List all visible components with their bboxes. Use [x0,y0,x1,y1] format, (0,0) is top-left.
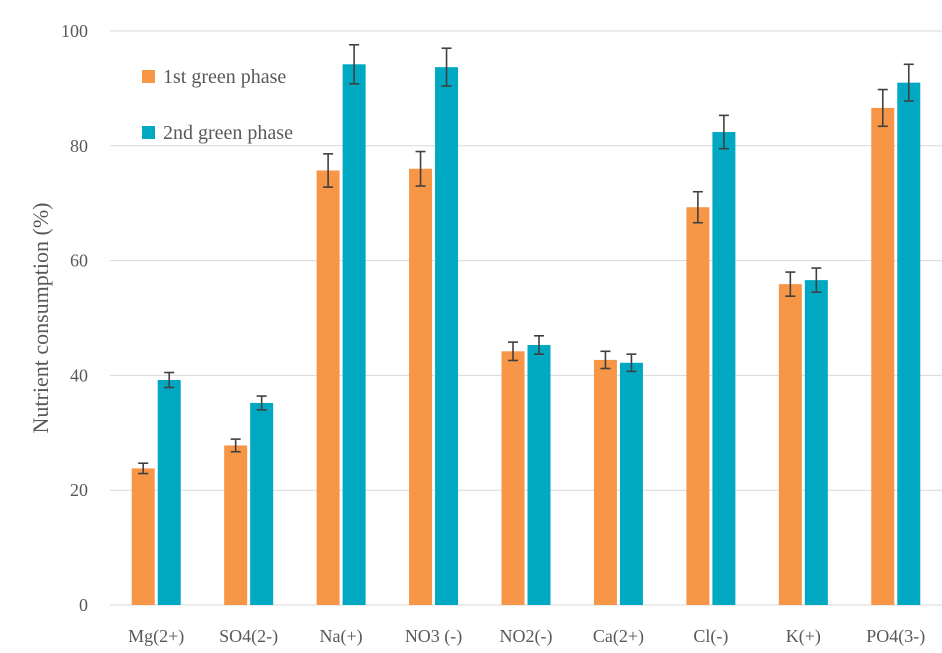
legend-swatch [142,70,155,83]
bar-second-phase-8 [897,82,921,605]
error-bar-1-6 [718,114,729,150]
error-bar-0-3 [415,150,426,187]
x-tick-label: Cl(-) [693,626,728,647]
bar-second-phase-0 [157,379,181,605]
bar-second-phase-6 [712,132,736,606]
bar-second-phase-3 [435,67,459,606]
bars [131,64,921,606]
x-tick-label: K(+) [786,626,821,647]
error-bars [138,43,914,475]
error-bar-0-0 [138,462,149,475]
error-bar-0-1 [230,438,241,453]
x-tick-label: SO4(2-) [219,626,278,647]
error-bar-1-1 [256,395,267,411]
y-axis-ticks: 0 20 40 60 80 100 [61,21,88,615]
x-tick-label: Ca(2+) [593,626,644,647]
error-bar-1-4 [534,334,544,355]
y-tick-label: 20 [70,480,88,500]
legend: 1st green phase 2nd green phase [142,66,293,144]
bar-second-phase-2 [342,64,366,606]
y-tick-label: 0 [79,595,88,615]
bar-second-phase-7 [804,280,828,605]
error-bar-1-5 [626,353,637,373]
x-tick-label: NO3 (-) [405,626,462,647]
legend-label: 1st green phase [163,66,286,88]
bar-second-phase-4 [527,344,551,605]
bar-first-phase-8 [871,107,895,605]
error-bar-0-2 [323,153,334,188]
legend-label: 2nd green phase [163,122,293,144]
y-tick-label: 80 [70,136,88,156]
error-bar-1-3 [441,47,452,87]
bar-first-phase-5 [593,359,617,605]
bar-first-phase-2 [316,170,340,605]
y-tick-label: 60 [70,251,88,271]
gridlines [110,30,942,491]
bar-second-phase-1 [250,402,274,605]
error-bar-0-6 [692,190,703,224]
bar-second-phase-5 [619,362,643,605]
bar-first-phase-1 [224,445,248,605]
bar-first-phase-4 [501,351,525,605]
bar-first-phase-7 [778,284,802,605]
y-tick-label: 100 [61,21,88,41]
error-bar-1-8 [903,63,914,102]
error-bar-0-7 [785,271,796,297]
error-bar-1-2 [349,43,360,85]
bar-first-phase-3 [409,168,433,605]
x-tick-label: PO4(3-) [866,626,925,647]
error-bar-0-8 [877,88,888,128]
legend-swatch [142,126,155,139]
error-bar-1-7 [811,267,822,293]
error-bar-0-4 [508,341,518,362]
error-bar-1-0 [164,371,175,389]
legend-item-1: 2nd green phase [142,122,293,144]
y-tick-label: 40 [70,365,88,385]
x-tick-label: NO2(-) [500,626,553,647]
y-axis-title: Nutrient consumption (%) [28,203,53,434]
x-axis-ticks: Mg(2+) SO4(2-) Na(+) NO3 (-) NO2(-) Ca(2+) Cl(… [128,626,925,647]
error-bar-0-5 [600,350,611,370]
legend-item-0: 1st green phase [142,66,286,88]
bar-first-phase-6 [686,207,710,605]
bar-first-phase-0 [131,468,155,605]
x-tick-label: Mg(2+) [128,626,184,647]
x-tick-label: Na(+) [320,626,363,647]
